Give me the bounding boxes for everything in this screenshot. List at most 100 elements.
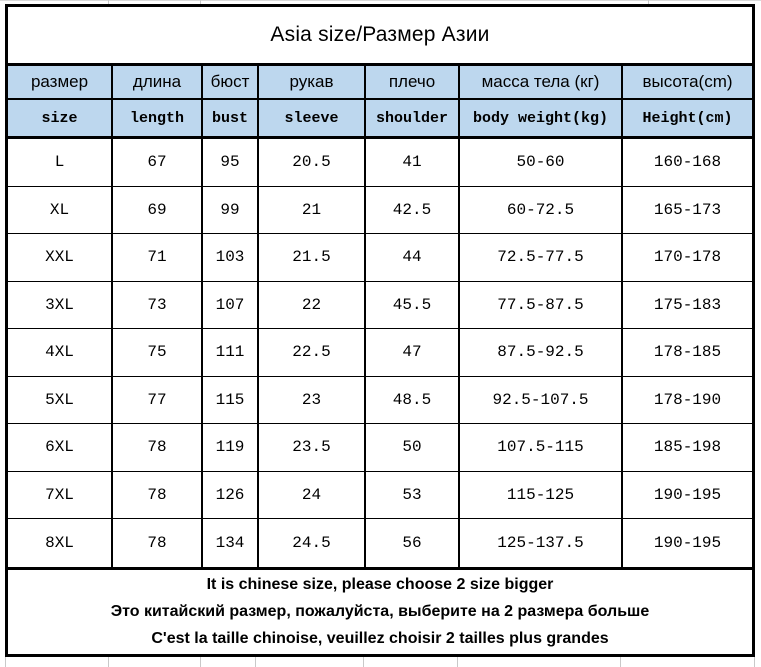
table-body: L 67 95 20.5 41 50-60 160-168 XL 69 99 21 42.5 60-72…	[8, 139, 752, 567]
table-cell: 190-195	[653, 533, 722, 552]
table-row: 5XL 77 115 23 48.5 92.5-107.5 178-190	[8, 376, 752, 424]
table-cell: 87.5-92.5	[460, 329, 623, 376]
header-cell-en: bust	[203, 100, 259, 136]
spreadsheet-gridline	[200, 657, 201, 667]
table-row: XXL 71 103 21.5 44 72.5-77.5 170-178	[8, 234, 752, 282]
spreadsheet-gridline	[0, 0, 761, 1]
table-cell: 24.5	[259, 519, 366, 567]
table-cell: 45.5	[366, 281, 460, 328]
table-cell: 107.5-115	[460, 424, 623, 471]
table-cell: XL	[8, 186, 113, 233]
header-cell-en: shoulder	[366, 100, 460, 136]
size-chart-table: Asia size/Размер Азии размер длина бюст рук…	[5, 4, 755, 657]
table-cell: 50-60	[460, 139, 623, 186]
table-cell: 22.5	[259, 329, 366, 376]
spreadsheet-gridline	[5, 657, 6, 667]
header-cell-en: size	[8, 100, 113, 136]
table-cell: 6XL	[8, 424, 113, 471]
table-row: 6XL 78 119 23.5 50 107.5-115 185-198	[8, 424, 752, 472]
table-cell: 178-190	[653, 390, 722, 409]
table-cell: 160-168	[653, 153, 722, 172]
table-cell: 115-125	[460, 471, 623, 518]
table-cell: 21	[259, 186, 366, 233]
table-cell: 69	[113, 186, 203, 233]
table-cell: 125-137.5	[460, 519, 623, 567]
header-cell-ru: длина	[113, 66, 203, 98]
table-cell: 20.5	[259, 139, 366, 186]
table-cell: 78	[113, 471, 203, 518]
table-row: 7XL 78 126 24 53 115-125 190-195	[8, 471, 752, 519]
header-cell-ru: плечо	[366, 66, 460, 98]
table-cell: 175-183	[653, 295, 722, 314]
header-cell-en: Height(cm)	[642, 109, 733, 127]
table-row: XL 69 99 21 42.5 60-72.5 165-173	[8, 186, 752, 234]
table-cell: 41	[366, 139, 460, 186]
table-cell: 42.5	[366, 186, 460, 233]
table-cell: 3XL	[8, 281, 113, 328]
table-cell: 78	[113, 424, 203, 471]
note-line-french: C'est la taille chinoise, veuillez chois…	[151, 630, 609, 648]
table-cell: 7XL	[8, 471, 113, 518]
header-cell-ru: масса тела (кг)	[460, 66, 623, 98]
header-cell-ru: высота(cm)	[642, 72, 733, 91]
table-cell: 53	[366, 471, 460, 518]
table-row: L 67 95 20.5 41 50-60 160-168	[8, 139, 752, 187]
table-cell: 24	[259, 471, 366, 518]
table-cell: L	[8, 139, 113, 186]
header-row-english: size length bust sleeve shoulder body weight(…	[8, 100, 752, 139]
table-cell: 126	[203, 471, 259, 518]
spreadsheet-gridline	[108, 657, 109, 667]
table-cell: 71	[113, 234, 203, 281]
table-cell: 92.5-107.5	[460, 376, 623, 423]
header-cell-en: length	[113, 100, 203, 136]
table-cell: 75	[113, 329, 203, 376]
table-cell: 134	[203, 519, 259, 567]
header-cell-ru: размер	[8, 66, 113, 98]
table-cell: 73	[113, 281, 203, 328]
note-line-english: It is chinese size, please choose 2 size…	[206, 576, 554, 594]
spreadsheet-gridline	[200, 0, 201, 5]
table-cell: 170-178	[653, 248, 722, 267]
spreadsheet-gridline	[620, 657, 621, 667]
spreadsheet-gridline	[457, 657, 458, 667]
spreadsheet-gridline	[648, 0, 649, 5]
table-cell: 21.5	[259, 234, 366, 281]
table-cell: 115	[203, 376, 259, 423]
table-cell: 72.5-77.5	[460, 234, 623, 281]
table-row: 4XL 75 111 22.5 47 87.5-92.5 178-185	[8, 329, 752, 377]
header-cell-ru: бюст	[203, 66, 259, 98]
table-cell: 48.5	[366, 376, 460, 423]
note-line-russian: Это китайский размер, пожалуйста, выбери…	[110, 603, 650, 621]
table-cell: 8XL	[8, 519, 113, 567]
spreadsheet-gridline	[108, 0, 109, 5]
table-cell: 119	[203, 424, 259, 471]
header-cell-en: sleeve	[259, 100, 366, 136]
table-cell: 60-72.5	[460, 186, 623, 233]
table-cell: 44	[366, 234, 460, 281]
table-title: Asia size/Размер Азии	[8, 7, 752, 66]
spreadsheet-gridline	[255, 657, 256, 667]
table-cell: 111	[203, 329, 259, 376]
header-cell-ru: рукав	[259, 66, 366, 98]
table-cell: 107	[203, 281, 259, 328]
table-cell: 50	[366, 424, 460, 471]
table-cell: 78	[113, 519, 203, 567]
table-row: 3XL 73 107 22 45.5 77.5-87.5 175-183	[8, 281, 752, 329]
table-cell: 95	[203, 139, 259, 186]
table-cell: 4XL	[8, 329, 113, 376]
table-cell: 99	[203, 186, 259, 233]
table-cell: 178-185	[653, 343, 722, 362]
table-cell: 23.5	[259, 424, 366, 471]
table-cell: 23	[259, 376, 366, 423]
notes-section: It is chinese size, please choose 2 size…	[8, 566, 752, 655]
table-cell: 103	[203, 234, 259, 281]
spreadsheet-gridline	[754, 657, 755, 667]
header-row-russian: размер длина бюст рукав плечо масса тела (кг)…	[8, 66, 752, 100]
table-cell: 56	[366, 519, 460, 567]
table-cell: 165-173	[653, 200, 722, 219]
table-cell: 67	[113, 139, 203, 186]
table-cell: 77	[113, 376, 203, 423]
header-cell-en: body weight(kg)	[460, 100, 623, 136]
table-cell: 22	[259, 281, 366, 328]
table-cell: 190-195	[653, 485, 722, 504]
